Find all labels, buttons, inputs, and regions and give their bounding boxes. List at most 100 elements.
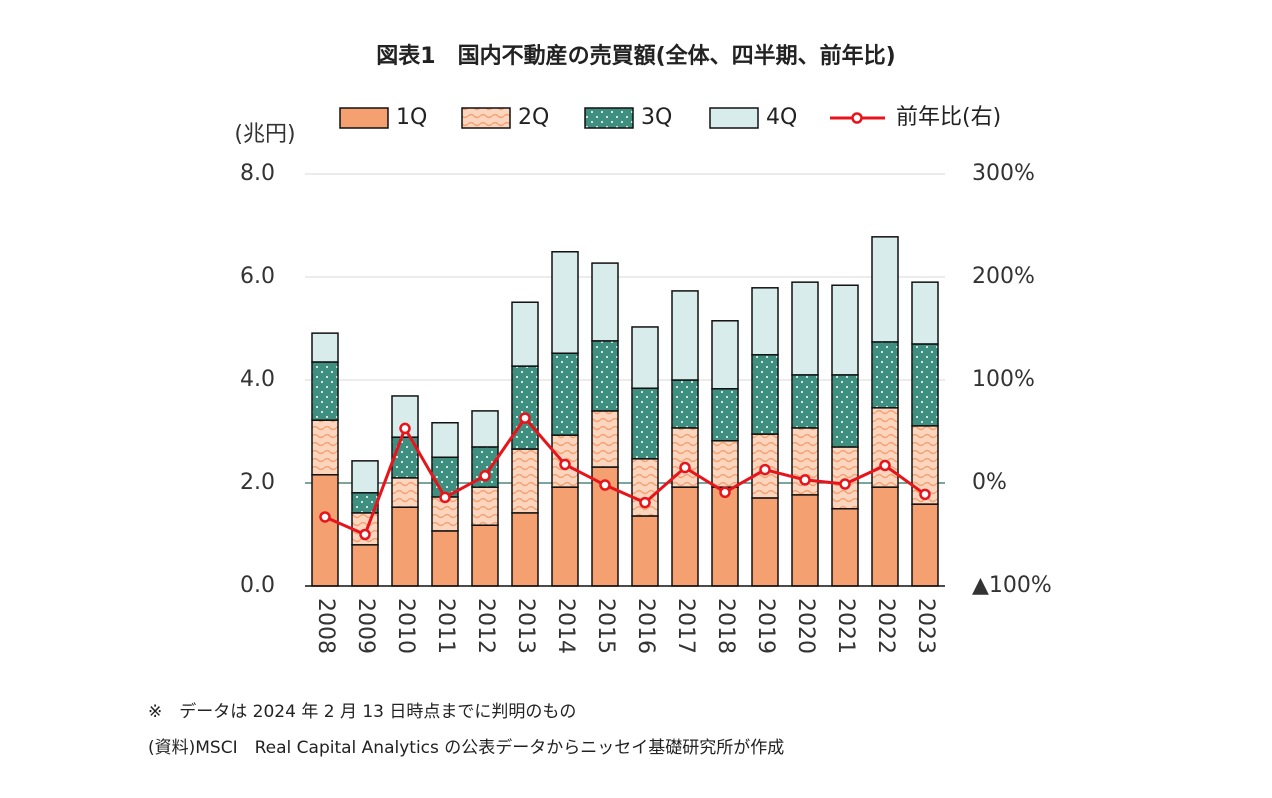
bar-segment (591, 410, 619, 468)
bar-segment (551, 352, 579, 436)
legend-label: 3Q (641, 105, 672, 130)
bar-segment (511, 512, 539, 587)
bar-segment (711, 388, 739, 442)
line-marker (359, 528, 371, 541)
bar-segment (391, 506, 419, 587)
legend-label: 前年比(右) (896, 105, 1001, 130)
bar-segment (631, 326, 659, 389)
legend-swatch (584, 107, 634, 129)
line-marker (919, 488, 931, 501)
line-marker (719, 486, 731, 499)
chart-title: 図表1 国内不動産の売買額(全体、四半期、前年比) (376, 43, 895, 69)
x-tick-label: 2019 (753, 598, 778, 654)
y-tick-label: 6.0 (240, 264, 275, 289)
x-tick-label: 2016 (633, 598, 658, 654)
bar-segment (631, 387, 659, 460)
bar-segment (671, 379, 699, 429)
bar-segment (391, 477, 419, 508)
y2-tick-label: 200% (972, 264, 1035, 289)
line-marker (799, 474, 811, 486)
bar-segment (671, 427, 699, 488)
bar-segment (311, 361, 339, 421)
legend-marker (851, 112, 863, 124)
x-tick-label: 2014 (553, 598, 578, 654)
bar-segment (791, 374, 819, 429)
legend-swatch (709, 107, 759, 129)
y2-tick-label: 100% (972, 367, 1035, 392)
bar-segment (911, 503, 939, 587)
bar-segment (831, 284, 859, 376)
line-marker (319, 511, 331, 523)
line (324, 415, 926, 537)
line-marker (559, 458, 571, 471)
line-marker (639, 496, 651, 509)
note: (資料)MSCI Real Capital Analytics の公表データから… (148, 737, 784, 758)
line-marker (479, 470, 491, 482)
bar-segment (551, 251, 579, 354)
y2-tick-label: ▲100% (972, 573, 1052, 598)
bars (311, 236, 939, 587)
x-tick-label: 2023 (913, 598, 938, 654)
line-marker (519, 412, 531, 424)
bar-segment (311, 332, 339, 363)
x-tick-label: 2013 (513, 598, 538, 654)
bar-segment (471, 524, 499, 587)
bar-segment (431, 421, 459, 458)
line-marker (839, 478, 851, 490)
x-tick-label: 2021 (833, 598, 858, 654)
bar-segment (711, 486, 739, 587)
bar-segment (431, 530, 459, 587)
y-tick-label: 0.0 (240, 573, 275, 598)
bar-segment (591, 340, 619, 412)
legend-label: 2Q (518, 105, 549, 130)
note: ※ データは 2024 年 2 月 13 日時点までに判明のもの (148, 701, 576, 722)
bar-segment (511, 301, 539, 367)
legend-label: 4Q (766, 105, 797, 130)
bar-segment (311, 419, 339, 476)
bar-segment (351, 460, 379, 494)
legend-label: 1Q (396, 105, 427, 130)
bar-segment (511, 365, 539, 450)
x-tick-label: 2011 (433, 598, 458, 654)
line-marker (599, 479, 611, 491)
x-tick-label: 2017 (673, 598, 698, 654)
bar-segment (871, 341, 899, 409)
y2-tick-label: 300% (972, 161, 1035, 186)
bar-segment (911, 281, 939, 345)
x-tick-label: 2022 (873, 598, 898, 654)
bar-segment (471, 410, 499, 448)
x-tick-label: 2018 (713, 598, 738, 654)
bar-segment (871, 407, 899, 488)
bar-segment (711, 320, 739, 390)
y-tick-label: 4.0 (240, 367, 275, 392)
bar-segment (831, 446, 859, 510)
bar-segment (831, 508, 859, 587)
line-marker (679, 461, 691, 474)
bar-segment (551, 486, 579, 587)
bar-segment (871, 486, 899, 587)
x-tick-label: 2012 (473, 598, 498, 654)
line-marker (439, 491, 451, 504)
legend-swatch (339, 107, 389, 129)
y-tick-label: 8.0 (240, 161, 275, 186)
bar-segment (871, 236, 899, 343)
bar-segment (711, 440, 739, 488)
bar-segment (591, 262, 619, 342)
x-tick-label: 2010 (393, 598, 418, 654)
bar-segment (351, 544, 379, 587)
bar-segment (671, 486, 699, 587)
bar-segment (511, 448, 539, 514)
bar-segment (831, 374, 859, 448)
x-tick-label: 2020 (793, 598, 818, 654)
bar-segment (631, 515, 659, 587)
bar-segment (751, 497, 779, 587)
x-tick-label: 2015 (593, 598, 618, 654)
legend-swatch (461, 107, 511, 129)
bar-segment (751, 287, 779, 356)
line-marker (879, 459, 891, 472)
x-tick-label: 2009 (353, 598, 378, 654)
y2-tick-label: 0% (972, 470, 1007, 495)
bar-segment (671, 290, 699, 381)
line-marker (399, 422, 411, 435)
